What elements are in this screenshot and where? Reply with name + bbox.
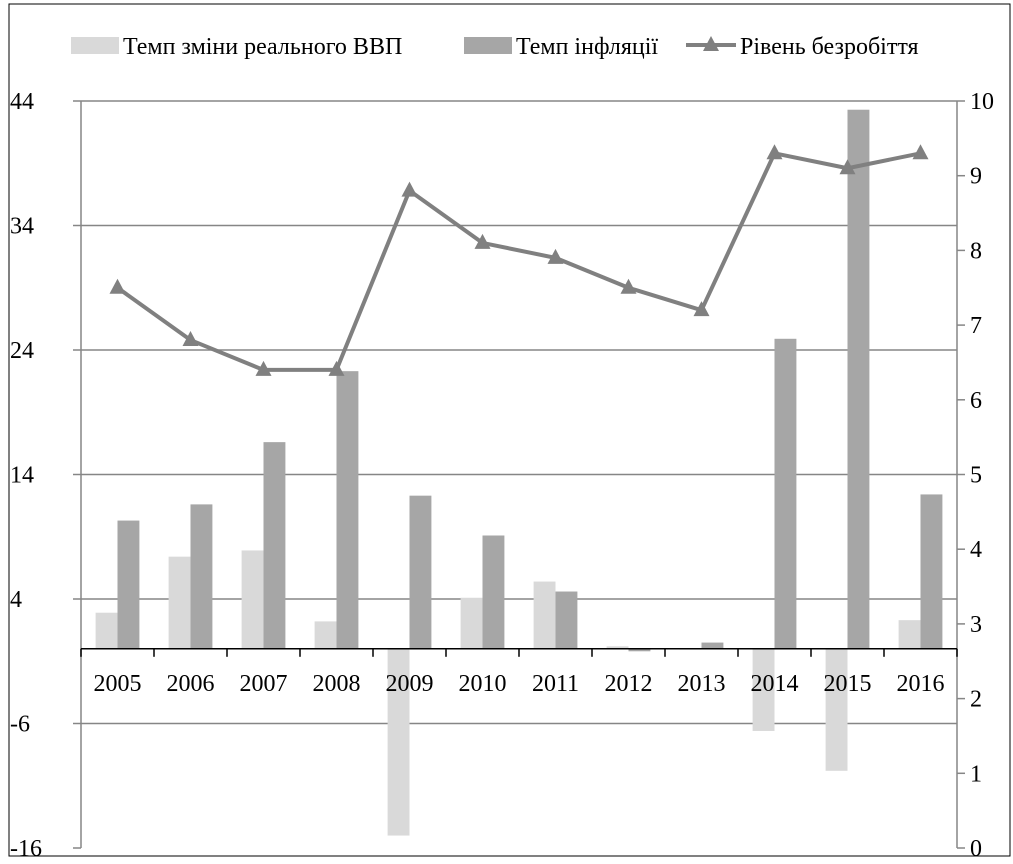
unemployment-line (116, 151, 921, 372)
left-axis-tick-labels: 44 34 24 14 4 -6 -16 (10, 89, 42, 862)
bar-gdp (387, 648, 410, 836)
right-axis-tick-label: 8 (970, 238, 982, 264)
left-axis-tick-label: 34 (10, 214, 34, 240)
x-axis-tick-label: 2011 (532, 671, 579, 697)
legend-swatch-inflation (464, 37, 512, 54)
bar-gdp (460, 597, 483, 649)
left-axis-tick-label: 14 (10, 463, 34, 489)
bar-gdp (533, 581, 556, 649)
unemployment-point (620, 278, 637, 294)
left-axis-tick-label: 4 (10, 587, 22, 613)
bar-gdp (825, 648, 848, 771)
bar-inflation (190, 504, 213, 649)
x-axis-tick-label: 2012 (605, 671, 653, 697)
legend-swatch-unemployment-marker (703, 36, 719, 51)
right-axis-tick-label: 5 (970, 463, 982, 489)
axes (73, 100, 965, 849)
bar-inflation (482, 535, 505, 649)
x-axis-tick-label: 2013 (678, 671, 726, 697)
bar-gdp (241, 550, 264, 649)
right-axis-tick-label: 6 (970, 388, 982, 414)
bar-inflation (628, 648, 651, 652)
bar-gdp (168, 556, 191, 649)
right-axis-tick-label: 0 (970, 836, 982, 859)
bar-gdp (606, 646, 629, 649)
legend-label-unemployment: Рівень безробіття (740, 34, 919, 60)
bar-inflation (336, 371, 359, 649)
bars (95, 109, 943, 836)
x-axis-tick-labels: 2005 2006 2007 2008 2009 2010 2011 2012 2013 2014… (94, 671, 945, 697)
bar-inflation (701, 642, 724, 649)
unemployment-point (109, 278, 126, 294)
bar-inflation (555, 591, 578, 649)
unemployment-point (474, 233, 491, 249)
x-axis-tick-label: 2007 (240, 671, 288, 697)
x-axis-tick-label: 2005 (94, 671, 142, 697)
unemployment-point (839, 159, 856, 175)
unemployment-point (182, 331, 199, 347)
unemployment-point (912, 144, 929, 160)
gridlines (81, 100, 957, 725)
right-axis-tick-label: 10 (970, 89, 994, 115)
unemployment-point (328, 360, 345, 376)
legend-label-gdp: Темп зміни реального ВВП (123, 34, 402, 60)
x-axis-tick-label: 2006 (167, 671, 215, 697)
left-axis-tick-label: -16 (10, 836, 42, 859)
unemployment-point (401, 181, 418, 197)
x-axis-tick-label: 2010 (459, 671, 507, 697)
bar-inflation (409, 495, 432, 649)
bar-gdp (314, 621, 337, 649)
unemployment-point (766, 144, 783, 160)
x-axis-tick-label: 2009 (386, 671, 434, 697)
unemployment-point (255, 360, 272, 376)
unemployment-point (693, 301, 710, 317)
bar-gdp (898, 620, 921, 649)
x-axis-tick-label: 2008 (313, 671, 361, 697)
bar-gdp (95, 612, 118, 649)
left-axis-tick-label: 24 (10, 338, 34, 364)
bar-gdp (752, 648, 775, 731)
x-axis-tick-label: 2015 (824, 671, 872, 697)
left-axis-tick-label: 44 (10, 89, 34, 115)
right-axis-tick-label: 7 (970, 313, 982, 339)
right-axis-tick-label: 1 (970, 761, 982, 787)
right-axis-tick-label: 9 (970, 164, 982, 190)
right-axis-tick-label: 3 (970, 612, 982, 638)
legend-label-inflation: Темп інфляції (516, 34, 658, 60)
x-axis-tick-label: 2016 (897, 671, 945, 697)
right-axis-tick-label: 4 (970, 537, 982, 563)
legend: Темп зміни реального ВВП Темп інфляції Р… (71, 34, 919, 60)
left-axis-tick-label: -6 (10, 712, 30, 738)
bar-inflation (774, 338, 797, 649)
unemployment-line-series (109, 144, 929, 376)
bar-inflation (263, 442, 286, 649)
unemployment-point (547, 248, 564, 264)
legend-swatch-gdp (71, 37, 119, 54)
bar-inflation (920, 494, 943, 649)
bar-inflation (847, 109, 870, 649)
x-axis-tick-label: 2014 (751, 671, 799, 697)
right-axis-tick-label: 2 (970, 687, 982, 713)
bar-inflation (117, 520, 140, 649)
